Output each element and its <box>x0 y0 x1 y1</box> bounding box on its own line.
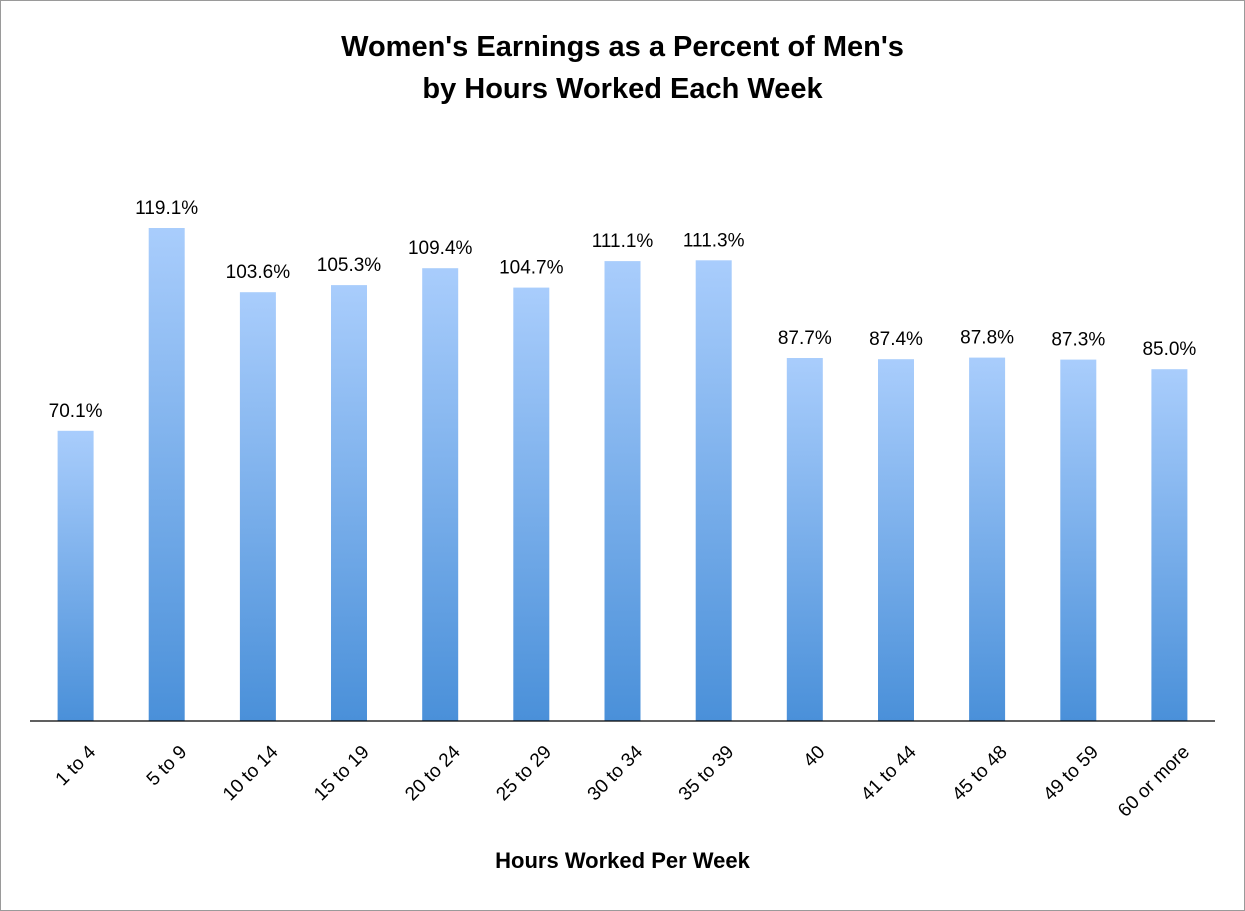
tick-label-2: 10 to 14 <box>219 741 283 805</box>
tick-label-7: 35 to 39 <box>675 742 738 805</box>
bar-11 <box>1060 359 1097 721</box>
tick-label-0: 1 to 4 <box>52 741 101 790</box>
tick-labels-group: 1 to 4 5 to 9 10 to 14 15 to 19 20 to 24 25 t… <box>52 741 1194 821</box>
bar-12 <box>1151 369 1188 721</box>
data-label-4: 109.4% <box>408 238 473 259</box>
data-label-12: 85.0% <box>1142 339 1196 360</box>
data-label-9: 87.4% <box>869 329 923 350</box>
bar-0 <box>57 430 94 721</box>
data-labels-group: 70.1% 119.1% 103.6% 105.3% 109.4% 104.7% 111.1… <box>49 198 1197 422</box>
bar-6 <box>604 261 641 721</box>
data-label-1: 119.1% <box>135 198 198 219</box>
bar-4 <box>422 268 459 721</box>
tick-label-12: 60 or more <box>1114 742 1194 822</box>
tick-label-9: 41 to 44 <box>857 741 921 805</box>
data-label-3: 105.3% <box>317 255 382 276</box>
data-label-11: 87.3% <box>1051 330 1105 351</box>
tick-label-8: 40 <box>800 742 830 772</box>
data-label-6: 111.1% <box>592 231 654 252</box>
data-label-0: 70.1% <box>49 401 103 422</box>
tick-label-5: 25 to 29 <box>492 742 555 805</box>
chart-title: Women's Earnings as a Percent of Men's b… <box>0 26 1245 110</box>
bar-3 <box>331 285 367 721</box>
data-label-10: 87.8% <box>960 328 1014 349</box>
tick-label-10: 45 to 48 <box>948 742 1011 805</box>
data-label-5: 104.7% <box>499 258 564 279</box>
data-label-8: 87.7% <box>778 328 832 349</box>
chart-title-line-1: Women's Earnings as a Percent of Men's <box>341 31 904 63</box>
bar-8 <box>786 358 823 721</box>
tick-label-6: 30 to 34 <box>584 741 648 805</box>
tick-label-3: 15 to 19 <box>310 742 373 805</box>
bar-7 <box>695 260 732 721</box>
tick-label-4: 20 to 24 <box>401 741 465 805</box>
data-label-2: 103.6% <box>226 262 291 283</box>
bar-10 <box>969 357 1006 721</box>
tick-label-1: 5 to 9 <box>143 742 191 790</box>
chart-title-line-2: by Hours Worked Each Week <box>422 73 823 105</box>
bar-9 <box>878 359 914 721</box>
bar-5 <box>513 287 550 721</box>
x-axis-title: Hours Worked Per Week <box>495 848 750 873</box>
data-label-7: 111.3% <box>683 230 745 251</box>
bar-2 <box>239 292 276 721</box>
bar-1 <box>148 228 185 721</box>
bars-group <box>57 228 1188 721</box>
tick-label-11: 49 to 59 <box>1039 742 1102 805</box>
